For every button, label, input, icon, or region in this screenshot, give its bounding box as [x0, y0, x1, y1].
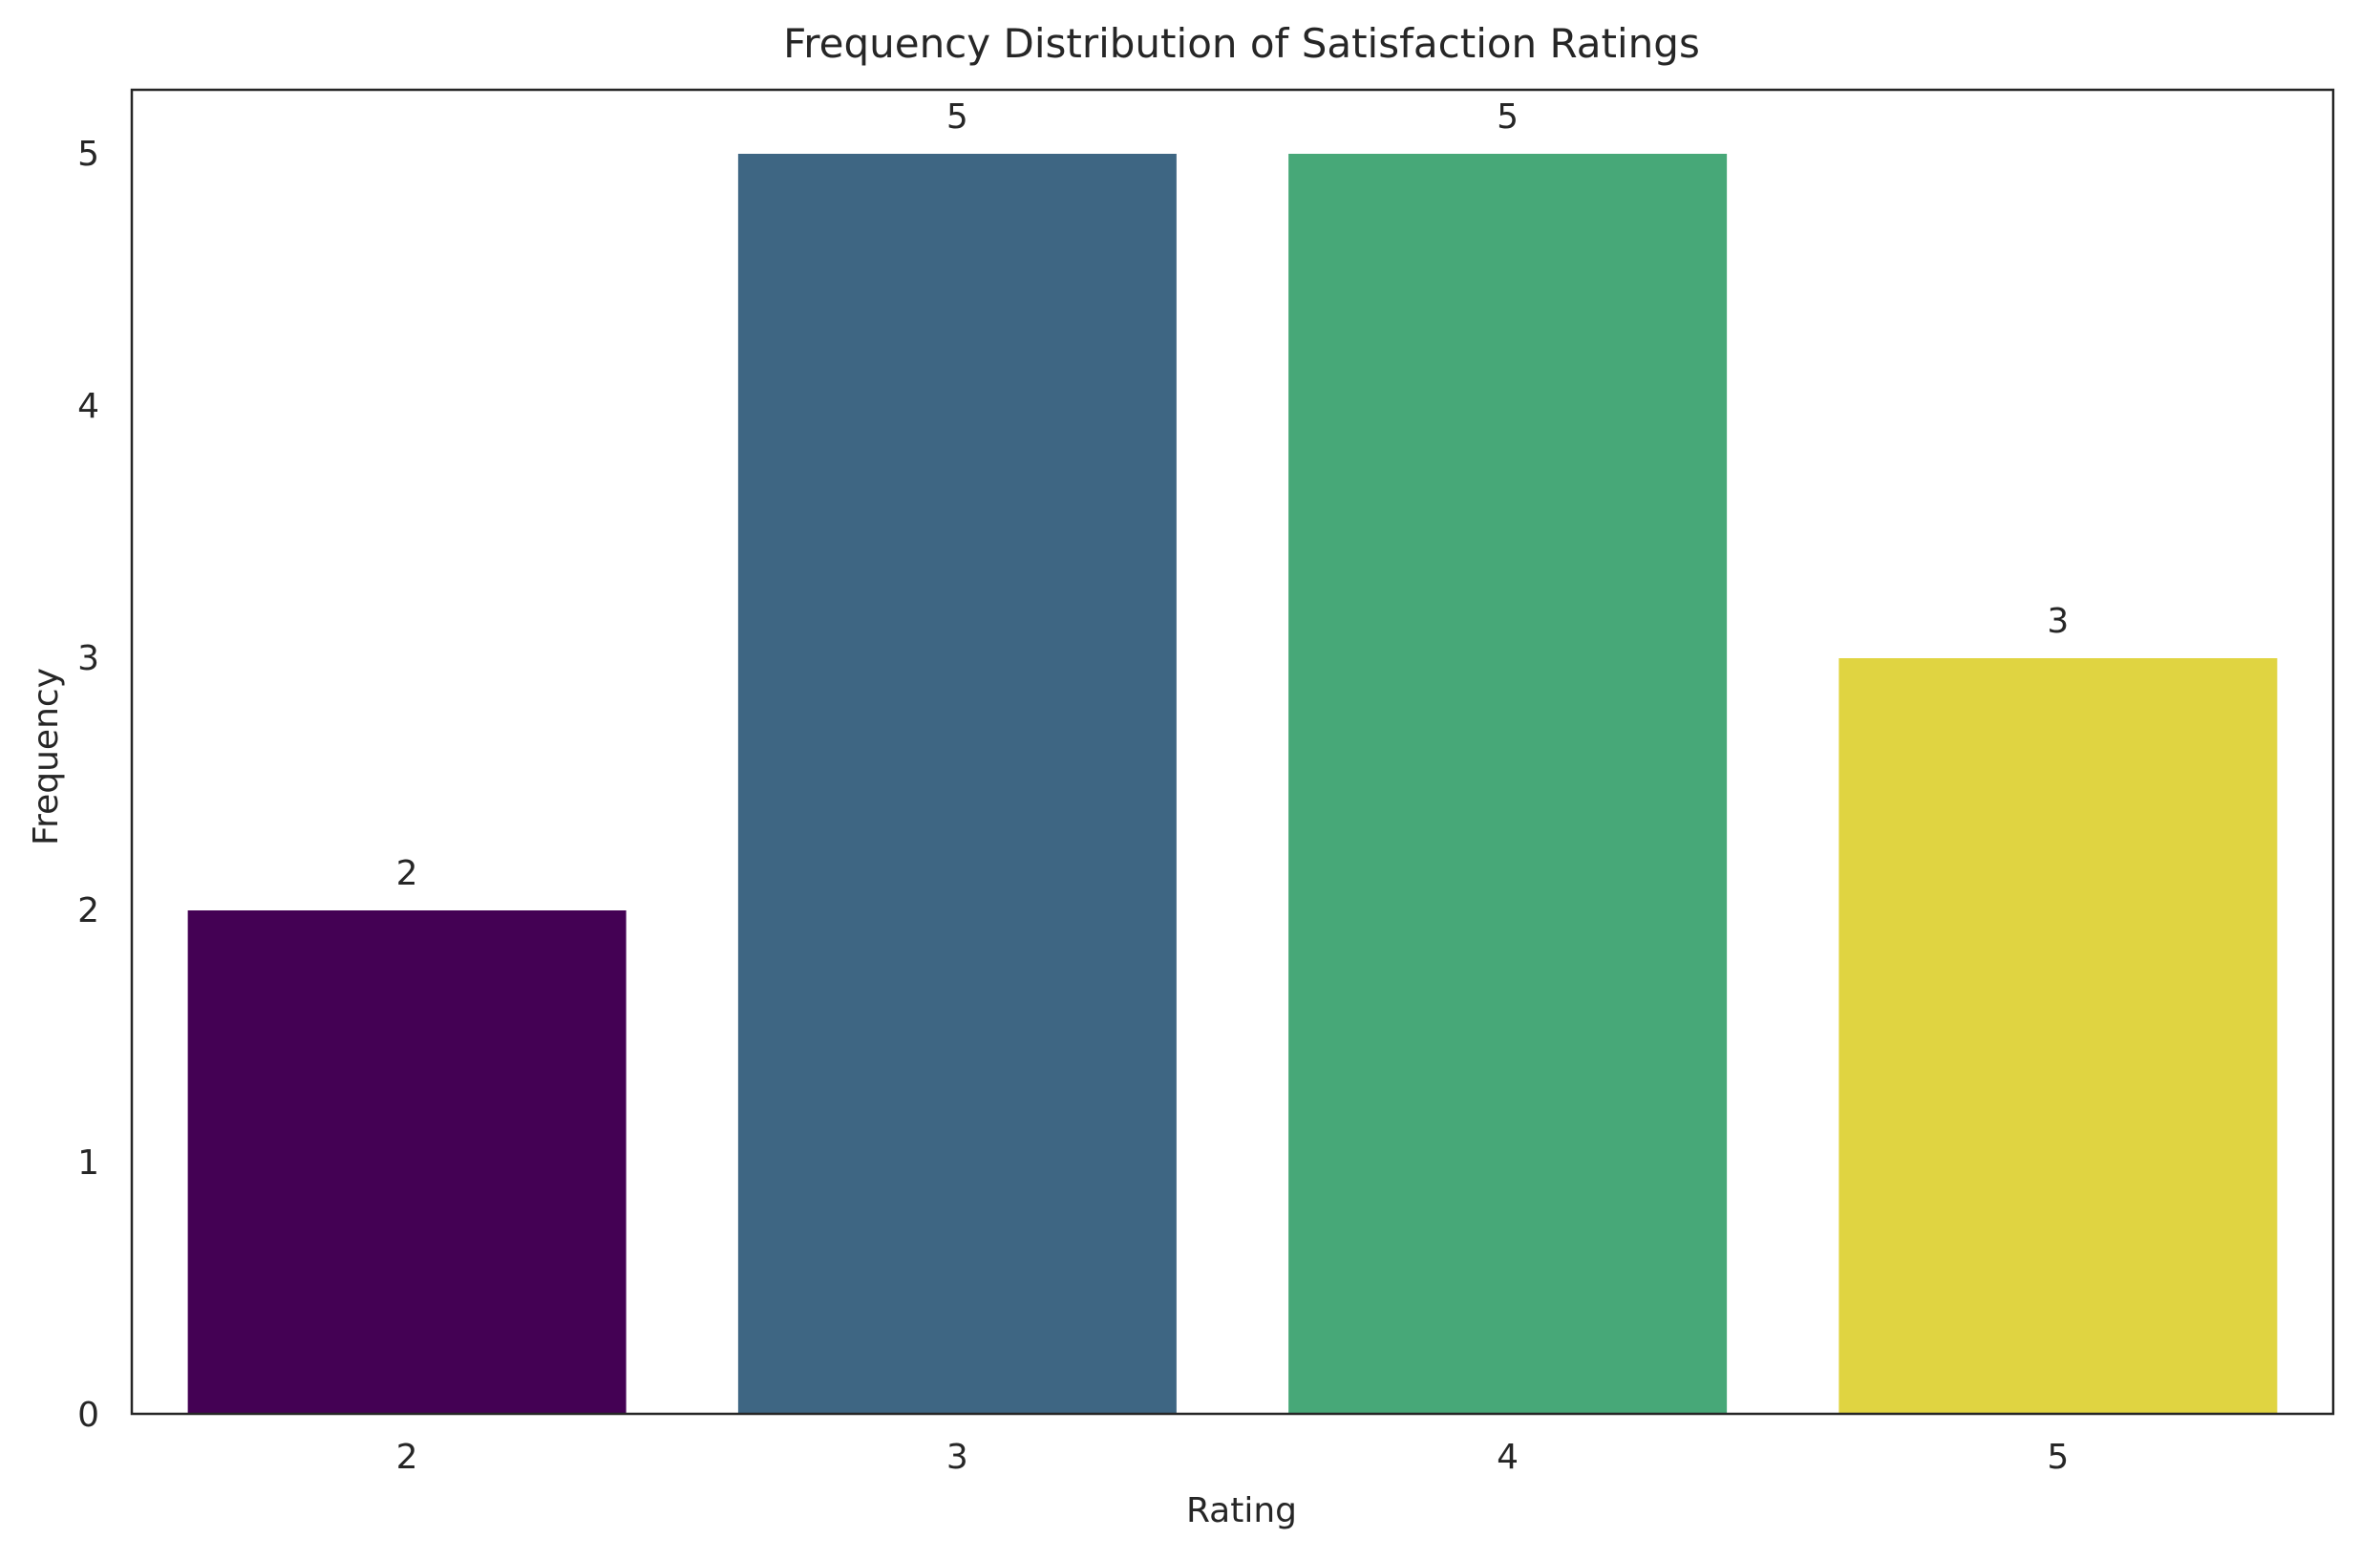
y-tick-label-0: 0 — [77, 1396, 99, 1435]
chart-title: Frequency Distribution of Satisfaction R… — [783, 20, 1700, 67]
x-axis-label: Rating — [1186, 1491, 1297, 1530]
x-tick-label-5: 5 — [2047, 1438, 2069, 1477]
x-tick-label-4: 4 — [1497, 1438, 1519, 1477]
y-tick-label-3: 3 — [77, 639, 99, 678]
y-tick-label-1: 1 — [77, 1143, 99, 1183]
x-tick-label-3: 3 — [946, 1438, 968, 1477]
plot-frame — [130, 88, 2335, 1416]
bar-rating-3 — [735, 152, 1179, 1415]
data-label-rating-2: 2 — [396, 854, 418, 893]
y-tick-label-2: 2 — [77, 891, 99, 930]
data-label-rating-5: 3 — [2047, 602, 2069, 641]
bar-rating-4 — [1286, 152, 1730, 1415]
bar-rating-2 — [185, 908, 628, 1415]
bar-rating-5 — [1837, 656, 2280, 1415]
y-tick-label-5: 5 — [77, 135, 99, 174]
y-tick-label-4: 4 — [77, 387, 99, 426]
bars-layer: 2 5 5 3 — [185, 97, 2280, 1415]
data-label-rating-4: 5 — [1497, 97, 1519, 137]
ticks-layer: 2 3 4 5 0 1 2 3 4 5 — [77, 135, 2069, 1477]
data-label-rating-3: 5 — [946, 97, 968, 137]
y-axis-label: Frequency — [27, 668, 66, 845]
x-tick-label-2: 2 — [396, 1438, 418, 1477]
